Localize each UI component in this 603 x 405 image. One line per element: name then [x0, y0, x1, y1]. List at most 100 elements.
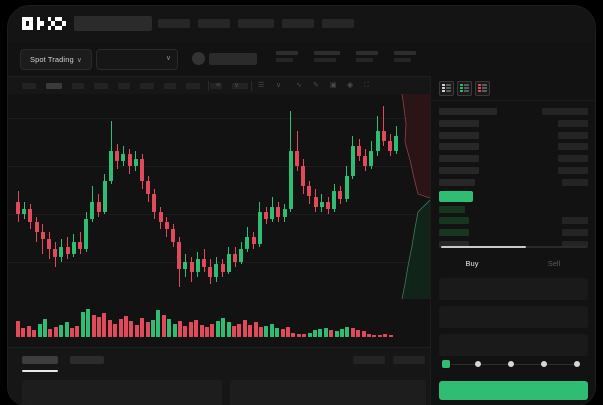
nav-item-5[interactable] [322, 19, 354, 28]
bottom-action-2[interactable] [393, 356, 425, 364]
indicators-icon[interactable]: ≡ [216, 82, 221, 89]
volume-bar [259, 326, 263, 337]
total-field[interactable] [439, 334, 588, 356]
volume-bar [53, 326, 58, 337]
orderbook-ask-row[interactable] [439, 155, 479, 163]
volume-bar [59, 324, 64, 337]
timeframe-button-5[interactable] [140, 83, 154, 89]
volume-bar [302, 333, 307, 337]
nav-item-2[interactable] [198, 19, 230, 28]
percent-node-4[interactable] [574, 361, 580, 367]
price-field[interactable] [439, 278, 588, 300]
okx-logo[interactable] [22, 17, 66, 31]
tab-buy-label: Buy [465, 259, 479, 268]
orderbook-ask-size [558, 119, 588, 127]
volume-bar [242, 320, 247, 337]
volume-bar [356, 330, 361, 337]
pair-select-dropdown[interactable]: ∨ [96, 49, 178, 70]
bottom-action-1[interactable] [353, 356, 385, 364]
volume-bar [64, 322, 69, 337]
volume-bar [167, 319, 172, 337]
volume-bar [16, 321, 20, 337]
volume-bar [151, 320, 155, 337]
nav-item-3[interactable] [238, 19, 274, 28]
toolbar-divider [208, 81, 209, 91]
volume-bar [32, 330, 37, 337]
orderbook-ask-row[interactable] [439, 108, 497, 115]
percent-node-1[interactable] [475, 361, 481, 367]
orderbook-ask-size [558, 155, 588, 163]
orderbook-view-asks-icon[interactable] [475, 81, 490, 96]
market-type-label: Spot Trading [30, 55, 74, 64]
orderbook-ask-row[interactable] [439, 178, 475, 186]
market-type-dropdown[interactable]: Spot Trading ∨ [20, 49, 92, 70]
chart-type-icon[interactable]: ☰ [258, 82, 265, 89]
bottom-card-right [230, 380, 426, 405]
volume-bar [313, 330, 317, 337]
tab-sell[interactable]: Sell [513, 257, 595, 271]
timeframe-button-3[interactable] [94, 83, 108, 89]
percent-node-3[interactable] [541, 361, 547, 367]
volume-bar [323, 328, 328, 337]
nav-item-4[interactable] [282, 19, 314, 28]
search-input[interactable] [74, 16, 152, 31]
volume-bar [178, 321, 182, 337]
volume-bar [221, 317, 226, 337]
active-tab-indicator [22, 370, 58, 372]
volume-bar [134, 324, 139, 337]
indicators-chevron-down-icon[interactable]: ∨ [234, 82, 240, 89]
percent-node-0[interactable] [442, 360, 450, 368]
orderbook-bid-row[interactable] [439, 205, 465, 213]
volume-bar [161, 314, 166, 337]
orderbook-view-bids-icon[interactable] [457, 81, 472, 96]
orderbook-bid-row[interactable] [439, 217, 469, 225]
timeframe-button-8[interactable] [210, 83, 222, 89]
tab-buy[interactable]: Buy [431, 257, 513, 271]
volume-bar [377, 334, 382, 337]
orderbook-bid-row[interactable] [439, 241, 469, 248]
settings-gear-icon[interactable]: ◉ [347, 82, 354, 89]
buy-sell-tabs: Buy Sell [431, 254, 595, 274]
fullscreen-icon[interactable]: ⛶ [364, 82, 369, 89]
chart-type-chevron-down-icon[interactable]: ∨ [276, 82, 282, 89]
volume-bar [232, 325, 236, 337]
timeframe-button-0[interactable] [22, 83, 36, 89]
submit-buy-button[interactable] [439, 381, 588, 400]
timeframe-button-9[interactable] [232, 83, 248, 89]
orderbook-bid-size [562, 229, 588, 237]
bottom-tab-open-orders[interactable] [22, 356, 58, 364]
price-chart[interactable] [8, 94, 430, 299]
orderbook-view-both-icon[interactable] [439, 81, 454, 96]
timeframe-button-6[interactable] [164, 83, 176, 89]
orderbook-ask-row[interactable] [439, 119, 479, 127]
volume-bar [91, 314, 96, 337]
orderbook-ask-row[interactable] [439, 143, 479, 151]
orderbook-last-price-row[interactable] [439, 190, 473, 202]
volume-bar [129, 321, 134, 337]
percent-node-2[interactable] [508, 361, 514, 367]
volume-bar [86, 309, 91, 337]
orderbook-scroll-thumb[interactable] [441, 246, 526, 248]
orderbook-ask-row[interactable] [439, 131, 479, 139]
bottom-card-left [22, 380, 222, 405]
volume-bar [205, 326, 209, 337]
volume-bar [215, 321, 220, 337]
amount-field[interactable] [439, 306, 588, 328]
orderbook-bid-row[interactable] [439, 229, 469, 237]
volume-bar [107, 320, 112, 337]
timeframe-button-4[interactable] [118, 83, 130, 89]
camera-snapshot-icon[interactable]: ▣ [330, 82, 337, 89]
volume-bar [226, 322, 231, 337]
timeframe-button-1[interactable] [46, 83, 62, 89]
chart-toolbar: ≡ ∨ ☰ ∨ ∿ ✎ ▣ ◉ ⛶ [8, 76, 430, 95]
wave-line-icon[interactable]: ∿ [296, 82, 302, 89]
orderbook-ask-row[interactable] [439, 167, 479, 174]
pencil-draw-icon[interactable]: ✎ [313, 82, 319, 89]
bottom-tab-order-history[interactable] [70, 356, 104, 364]
timeframe-button-7[interactable] [186, 83, 200, 89]
timeframe-button-2[interactable] [72, 83, 84, 89]
volume-bar [172, 323, 177, 337]
nav-item-1[interactable] [158, 19, 190, 28]
volume-bar [248, 324, 253, 337]
orderbook-ask-size [558, 131, 588, 139]
